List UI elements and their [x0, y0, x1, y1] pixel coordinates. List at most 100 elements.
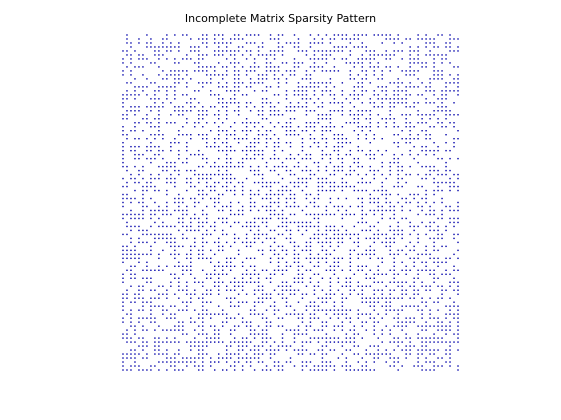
matrix-entry-marker [409, 345, 411, 347]
matrix-entry-marker [453, 137, 455, 140]
matrix-entry-marker [349, 265, 352, 268]
matrix-entry-marker [277, 293, 280, 295]
matrix-entry-marker [229, 209, 232, 212]
matrix-entry-marker [273, 209, 276, 212]
matrix-entry-marker [453, 225, 455, 228]
matrix-entry-marker [285, 185, 288, 188]
matrix-entry-marker [301, 345, 304, 347]
matrix-entry-marker [313, 90, 316, 92]
matrix-entry-marker [178, 62, 180, 64]
matrix-entry-marker [261, 345, 264, 347]
matrix-entry-marker [385, 305, 387, 307]
matrix-entry-marker [329, 197, 332, 200]
matrix-entry-marker [349, 78, 352, 80]
matrix-entry-marker [357, 134, 359, 136]
matrix-entry-marker [130, 241, 132, 244]
matrix-entry-marker [305, 269, 308, 271]
matrix-entry-marker [417, 325, 419, 327]
matrix-entry-marker [198, 102, 200, 104]
matrix-entry-marker [142, 86, 144, 88]
matrix-entry-marker [385, 54, 387, 56]
matrix-entry-marker [433, 273, 435, 275]
matrix-entry-marker [257, 165, 260, 168]
matrix-entry-marker [138, 38, 140, 40]
matrix-entry-marker [225, 90, 228, 92]
matrix-entry-marker [210, 261, 212, 264]
matrix-entry-marker [237, 181, 240, 184]
matrix-entry-marker [445, 86, 447, 88]
matrix-entry-marker [241, 185, 244, 188]
matrix-entry-marker [433, 193, 435, 196]
matrix-entry-marker [261, 197, 264, 200]
matrix-entry-marker [449, 149, 451, 152]
matrix-entry-marker [301, 297, 304, 299]
matrix-entry-marker [253, 82, 256, 84]
matrix-entry-marker [341, 94, 344, 96]
matrix-entry-marker [214, 38, 216, 40]
matrix-entry-marker [222, 78, 224, 80]
matrix-entry-marker [186, 58, 188, 60]
matrix-entry-marker [245, 177, 248, 180]
matrix-entry-marker [445, 333, 447, 335]
matrix-entry-marker [305, 130, 308, 132]
matrix-entry-marker [214, 145, 216, 148]
matrix-entry-marker [441, 273, 443, 275]
matrix-entry-marker [293, 309, 296, 311]
matrix-entry-marker [397, 50, 399, 52]
matrix-entry-marker [269, 209, 272, 212]
matrix-entry-marker [409, 341, 411, 343]
matrix-entry-marker [389, 305, 391, 307]
matrix-entry-marker [222, 86, 224, 88]
matrix-entry-marker [377, 269, 379, 271]
matrix-entry-marker [218, 333, 220, 335]
matrix-entry-marker [317, 141, 320, 144]
matrix-entry-marker [174, 237, 176, 240]
matrix-entry-marker [341, 285, 344, 287]
matrix-entry-marker [405, 106, 407, 108]
matrix-entry-marker [437, 321, 439, 323]
matrix-entry-marker [126, 369, 128, 371]
matrix-entry-marker [194, 217, 196, 220]
matrix-entry-marker [429, 126, 431, 128]
matrix-entry-marker [146, 317, 148, 319]
matrix-entry-marker [178, 205, 180, 208]
matrix-entry-marker [206, 333, 208, 335]
matrix-entry-marker [154, 126, 156, 128]
matrix-entry-marker [249, 165, 252, 168]
matrix-entry-marker [257, 301, 260, 303]
matrix-entry-marker [285, 265, 288, 268]
matrix-entry-marker [261, 269, 264, 271]
matrix-entry-marker [337, 233, 340, 236]
matrix-entry-marker [453, 181, 455, 184]
matrix-entry-marker [429, 289, 431, 291]
matrix-entry-marker [369, 317, 371, 319]
matrix-entry-marker [130, 353, 132, 355]
matrix-entry-marker [293, 205, 296, 208]
matrix-entry-marker [122, 369, 124, 371]
matrix-entry-marker [373, 134, 375, 136]
matrix-entry-marker [162, 309, 164, 311]
matrix-entry-marker [373, 241, 375, 244]
matrix-entry-marker [401, 205, 403, 208]
matrix-entry-marker [301, 273, 304, 275]
matrix-entry-marker [237, 78, 240, 80]
matrix-entry-marker [166, 165, 168, 168]
matrix-entry-marker [293, 341, 296, 343]
matrix-entry-marker [289, 229, 292, 232]
matrix-entry-marker [218, 237, 220, 240]
matrix-entry-marker [441, 62, 443, 64]
matrix-entry-marker [158, 369, 160, 371]
matrix-entry-marker [321, 365, 324, 367]
matrix-entry-marker [146, 205, 148, 208]
matrix-entry-marker [277, 38, 280, 40]
matrix-entry-marker [373, 289, 375, 291]
matrix-entry-marker [329, 38, 332, 40]
matrix-entry-marker [289, 193, 292, 196]
matrix-entry-marker [397, 94, 399, 96]
matrix-entry-marker [389, 245, 391, 248]
matrix-entry-marker [162, 225, 164, 228]
matrix-entry-marker [341, 181, 344, 184]
matrix-entry-marker [261, 46, 264, 48]
matrix-entry-marker [297, 90, 300, 92]
matrix-entry-marker [253, 62, 256, 64]
